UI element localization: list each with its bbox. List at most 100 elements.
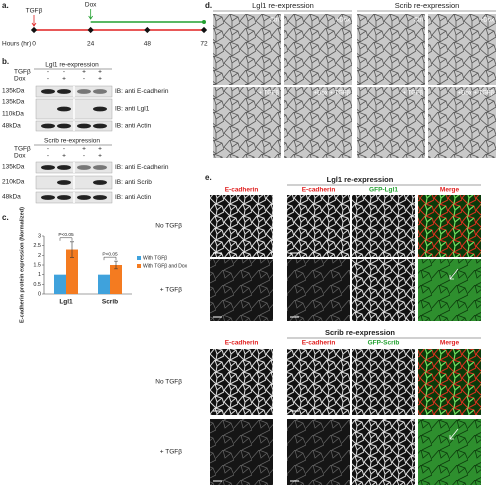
image-label: Ctrl <box>414 18 423 24</box>
column-header: E-cadherin <box>302 340 336 347</box>
column-header: E-cadherin <box>225 340 259 347</box>
band <box>41 89 55 94</box>
blot-title: Lgl1 re-expression <box>45 62 99 69</box>
arrow <box>88 9 93 20</box>
band <box>41 165 55 170</box>
kda-label: 135kDa <box>2 88 25 95</box>
condition-sign: - <box>63 146 65 153</box>
condition-sign: - <box>47 69 49 76</box>
row-label: + TGFβ <box>160 449 182 456</box>
hour-tick <box>87 26 94 34</box>
y-tick-label: 0.5 <box>33 282 41 288</box>
legend-swatch <box>137 264 141 268</box>
kda-label: 210kDa <box>2 179 25 186</box>
column-header: GFP-Lgl1 <box>369 187 398 194</box>
micrograph <box>357 14 425 85</box>
micrograph <box>418 349 481 415</box>
micrograph <box>352 195 415 257</box>
micrograph <box>213 14 281 85</box>
band <box>57 106 71 112</box>
ib-label: IB: anti Lgl1 <box>115 106 150 113</box>
band <box>57 180 71 185</box>
row-label: No TGFβ <box>155 223 182 230</box>
kda-label: 135kDa <box>2 164 25 171</box>
hour-tick <box>30 26 38 34</box>
kda-label: 48kDa <box>2 194 21 201</box>
condition-sign: - <box>83 153 85 160</box>
image-label: +Dox + TGFβ <box>458 91 495 97</box>
panel-label: e. <box>205 173 212 182</box>
panel-label: b. <box>2 57 9 66</box>
band <box>77 89 91 94</box>
dox-label: Dox <box>85 2 97 9</box>
condition-name: Dox <box>14 153 26 160</box>
significance-bracket <box>59 237 73 241</box>
micrograph <box>210 195 273 257</box>
condition-name: TGFβ <box>14 146 31 153</box>
end-dot <box>202 20 206 24</box>
axis-label: Hours (hr) <box>2 41 31 48</box>
condition-name: Dox <box>14 76 26 83</box>
band <box>57 165 71 170</box>
condition-sign: + <box>62 76 66 83</box>
legend-label: With TGFβ <box>143 255 167 261</box>
legend-label: With TGFβ and Dox <box>143 263 188 269</box>
micrograph <box>284 14 352 85</box>
arrow <box>449 428 459 440</box>
micrograph <box>357 87 425 158</box>
micrograph <box>284 87 352 158</box>
band <box>41 123 55 129</box>
condition-sign: + <box>62 153 66 160</box>
condition-sign: - <box>83 76 85 83</box>
micrograph <box>287 259 350 321</box>
y-tick-label: 1 <box>38 272 41 278</box>
condition-sign: + <box>82 146 86 153</box>
band <box>57 123 71 129</box>
group-title: Lgl1 re-expression <box>252 1 314 10</box>
hour-label: 72 <box>200 41 208 48</box>
band <box>77 123 91 129</box>
image-label: +Dox <box>336 18 350 24</box>
band <box>77 165 91 170</box>
group-title: Scrib re-expression <box>325 328 395 337</box>
image-label: Ctrl <box>270 18 279 24</box>
annotation: P<0.05 <box>58 232 74 238</box>
legend-swatch <box>137 256 141 260</box>
column-header: E-cadherin <box>302 187 336 194</box>
condition-sign: + <box>98 76 102 83</box>
error-bar <box>70 241 74 258</box>
panel-label: c. <box>2 213 9 222</box>
condition-sign: - <box>47 153 49 160</box>
y-tick-label: 1.5 <box>33 262 41 268</box>
condition-sign: - <box>47 146 49 153</box>
band <box>93 195 107 200</box>
column-header: Merge <box>440 340 460 347</box>
image-label: +Dox + TGFβ <box>314 91 351 97</box>
arrow <box>31 15 37 27</box>
micrograph <box>287 419 350 485</box>
annotation: P<0.05 <box>102 251 118 257</box>
band <box>57 89 71 94</box>
arrow <box>449 268 459 280</box>
condition-sign: + <box>98 69 102 76</box>
bar <box>54 274 66 294</box>
micrograph <box>418 195 481 257</box>
condition-sign: - <box>63 69 65 76</box>
band <box>93 106 107 112</box>
y-tick-label: 3 <box>38 233 41 239</box>
blot-title: Scrib re-expression <box>44 138 100 145</box>
micrograph <box>210 419 273 485</box>
y-axis-label: E-cadherin protein expression (Normalize… <box>19 207 25 323</box>
column-header: GFP-Scrib <box>368 340 400 347</box>
x-tick-label: Scrib <box>102 299 118 306</box>
kda-label: 135kDa <box>2 99 25 106</box>
column-header: E-cadherin <box>225 187 259 194</box>
micrograph <box>287 349 350 415</box>
y-tick-label: 2 <box>38 253 41 259</box>
x-tick-label: Lgl1 <box>59 299 73 306</box>
kda-label: 110kDa <box>2 111 24 118</box>
tgfb-label: TGFβ <box>26 8 43 15</box>
condition-sign: + <box>98 153 102 160</box>
band <box>93 89 107 94</box>
